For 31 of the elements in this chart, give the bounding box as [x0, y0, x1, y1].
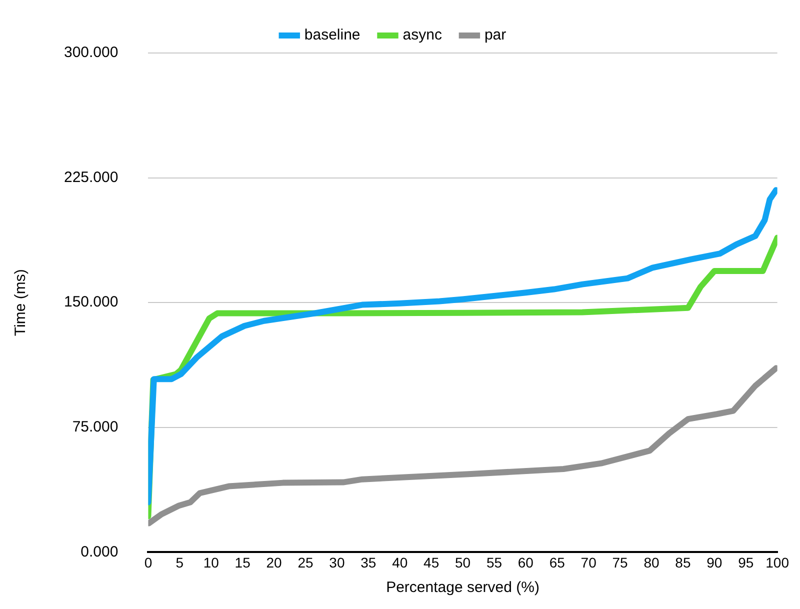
x-tick-label: 85 — [675, 554, 691, 570]
x-tick-label: 10 — [203, 554, 220, 570]
legend-label: async — [402, 26, 442, 44]
y-tick-label: 300.000 — [64, 44, 118, 62]
y-axis-title: Time (ms) — [12, 269, 30, 336]
x-tick-label: 50 — [454, 554, 471, 570]
x-axis-title: Percentage served (%) — [386, 579, 540, 596]
y-tick-label: 150.000 — [64, 294, 118, 311]
x-tick-label: 0 — [144, 554, 152, 570]
x-tick-label: 75 — [612, 554, 628, 570]
x-tick-label: 80 — [644, 554, 660, 570]
legend-label: baseline — [304, 26, 360, 44]
x-tick-label: 25 — [298, 554, 314, 570]
x-tick-label: 100 — [766, 554, 790, 570]
x-tick-label: 5 — [176, 554, 184, 570]
y-tick-label: 0.000 — [80, 543, 118, 560]
x-tick-label: 90 — [706, 554, 722, 570]
x-tick-label: 95 — [738, 554, 754, 570]
legend-label: par — [484, 26, 506, 44]
x-tick-label: 30 — [329, 554, 345, 570]
x-tick-label: 45 — [424, 554, 440, 570]
x-tick-label: 20 — [266, 554, 282, 570]
x-tick-label: 60 — [518, 554, 534, 570]
x-tick-label: 65 — [549, 554, 566, 570]
x-tick-label: 40 — [392, 554, 408, 570]
x-tick-label: 15 — [234, 554, 251, 570]
x-tick-label: 35 — [360, 554, 376, 570]
y-tick-label: 75.000 — [72, 418, 118, 436]
y-tick-label: 225.000 — [64, 168, 118, 186]
x-tick-label: 70 — [580, 554, 597, 570]
x-tick-label: 55 — [486, 554, 502, 570]
